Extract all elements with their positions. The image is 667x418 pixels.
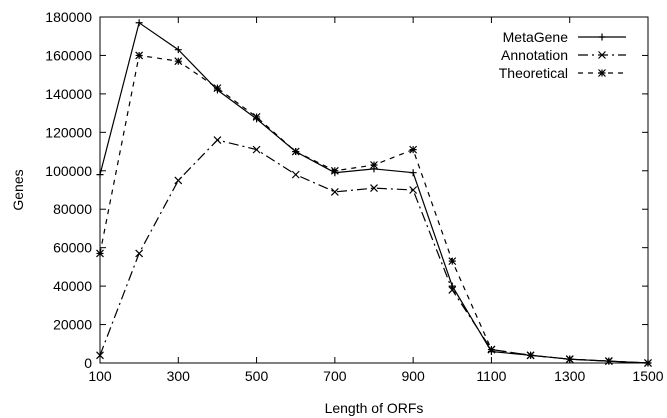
data-point-metagene xyxy=(96,171,104,179)
y-axis: 0 20000 40000 60000 80000 100000 120000 140000 1… xyxy=(45,9,648,371)
legend-label-metagene: MetaGene xyxy=(503,29,569,45)
data-point-annotation xyxy=(370,184,378,193)
data-point-annotation xyxy=(409,186,418,194)
series-metagene xyxy=(96,19,652,367)
legend-label-annotation: Annotation xyxy=(501,47,568,63)
x-tick-label: 1300 xyxy=(554,368,585,384)
x-tick-label: 500 xyxy=(245,368,269,384)
data-point-theoretical xyxy=(409,145,418,154)
data-point-theoretical xyxy=(487,345,496,354)
data-point-metagene xyxy=(409,169,417,177)
y-tick-label: 100000 xyxy=(45,163,92,179)
data-point-theoretical xyxy=(644,359,652,367)
plot-frame xyxy=(99,16,649,364)
data-point-theoretical xyxy=(252,113,261,121)
data-point-theoretical xyxy=(174,57,183,66)
y-tick-label: 60000 xyxy=(53,240,92,256)
series-layer xyxy=(96,19,652,367)
data-point-theoretical xyxy=(448,257,457,266)
y-tick-label: 20000 xyxy=(53,317,92,333)
data-point-theoretical xyxy=(135,51,144,60)
x-axis: 100 300 500 700 900 1100 1300 1500 xyxy=(88,17,664,384)
data-point-annotation xyxy=(330,187,339,196)
y-tick-label: 180000 xyxy=(45,9,92,25)
data-point-annotation xyxy=(252,145,261,154)
x-tick-label: 300 xyxy=(167,368,191,384)
data-point-annotation xyxy=(135,249,144,258)
data-point-annotation xyxy=(96,351,104,360)
x-tick-label: 1100 xyxy=(476,368,506,384)
x-tick-label: 100 xyxy=(88,368,112,384)
legend-marker-metagene xyxy=(598,33,606,41)
x-tick-label: 700 xyxy=(323,368,347,384)
series-theoretical xyxy=(96,51,652,367)
series-line-annotation xyxy=(99,139,649,364)
data-point-theoretical xyxy=(565,355,574,364)
x-tick-label: 900 xyxy=(401,368,425,384)
data-point-theoretical xyxy=(330,166,339,175)
data-point-annotation xyxy=(174,176,183,185)
data-point-metagene xyxy=(174,46,182,54)
x-tick-label: 1500 xyxy=(632,368,663,384)
y-tick-label: 160000 xyxy=(45,47,92,63)
data-point-theoretical xyxy=(370,161,378,169)
legend-marker-annotation xyxy=(598,51,606,59)
legend-marker-theoretical xyxy=(598,69,606,77)
series-line-theoretical xyxy=(99,54,649,364)
data-point-metagene xyxy=(135,19,143,27)
y-tick-label: 120000 xyxy=(45,124,92,140)
data-point-annotation xyxy=(291,170,300,179)
data-point-theoretical xyxy=(213,84,222,93)
y-tick-label: 80000 xyxy=(53,201,92,217)
legend-label-theoretical: Theoretical xyxy=(499,65,568,81)
y-tick-label: 40000 xyxy=(53,278,92,294)
data-point-theoretical xyxy=(526,351,535,360)
y-tick-label: 0 xyxy=(84,355,92,371)
y-tick-label: 140000 xyxy=(45,86,92,102)
data-point-theoretical xyxy=(291,147,300,156)
data-point-theoretical xyxy=(96,249,104,258)
y-axis-label: Genes xyxy=(10,169,26,210)
data-point-annotation xyxy=(448,286,457,294)
legend: MetaGene Annotation Theoretical xyxy=(499,29,626,81)
data-point-annotation xyxy=(213,136,222,144)
x-axis-label: Length of ORFs xyxy=(325,400,424,416)
data-point-theoretical xyxy=(604,357,613,366)
